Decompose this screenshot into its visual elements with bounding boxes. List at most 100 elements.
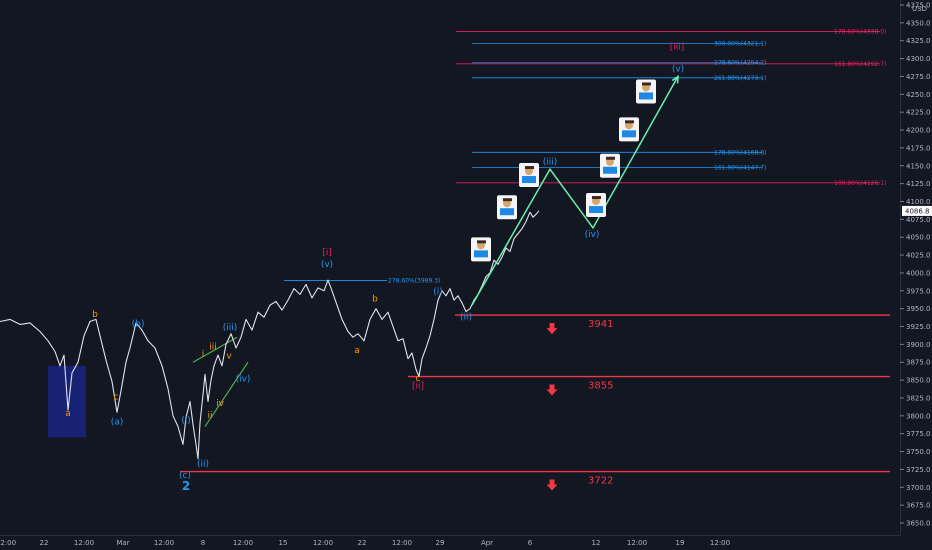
wave-label: (iii) (223, 323, 238, 333)
price-axis: USD 3650.0 3675.0 3700.0 3725.0 3750.0 3775.0 3… (900, 0, 932, 550)
wave-label: v (226, 352, 232, 362)
y-tick-label: 3875.0 (906, 359, 931, 367)
y-tick-label: 4350.0 (906, 19, 931, 27)
wave-label: (i) (433, 287, 443, 297)
bull-sticker-icon (619, 117, 639, 142)
fib-level-label: 161.80%(4292.7) (834, 61, 886, 68)
x-tick-label: 22 (358, 539, 367, 547)
y-tick-label: 3950.0 (906, 305, 931, 313)
y-tick-label: 4200.0 (906, 127, 931, 135)
last-price-box (902, 205, 932, 216)
x-tick-label: 6 (528, 539, 533, 547)
fib-levels: 278.60%(3989.3) 100.00%(4126.1) 161.80%(41… (284, 28, 886, 285)
y-tick-label: 3700.0 (906, 484, 931, 492)
y-tick-label: 4300.0 (906, 55, 931, 63)
price-series (0, 210, 540, 460)
y-tick-label: 3900.0 (906, 341, 931, 349)
wave-label: iii (209, 342, 217, 352)
channel-line (192, 336, 238, 363)
sticker-hair (503, 198, 512, 202)
sticker-head (625, 121, 633, 130)
x-tick-label: 12 (592, 539, 601, 547)
y-tick-label: 3675.0 (906, 502, 931, 510)
wave-label: a (65, 409, 71, 419)
fib-level-label: 278.60%(4294.2) (714, 60, 766, 67)
wave-label: (iv) (236, 375, 251, 385)
sticker-hair (625, 120, 634, 124)
y-tick-label: 3775.0 (906, 430, 931, 438)
x-tick-label: 19 (676, 539, 685, 547)
bull-sticker-icon (600, 153, 620, 178)
y-tick-label: 4225.0 (906, 109, 931, 117)
y-tick-label: 4250.0 (906, 91, 931, 99)
wave-label: (a) (111, 417, 124, 427)
sticker-hair (477, 240, 486, 244)
y-tick-label: 3825.0 (906, 394, 931, 402)
wave-label: ii (207, 411, 212, 421)
sr-levels: 3941 3855 3722 (180, 314, 890, 491)
price-axis-bg (900, 0, 932, 550)
sr-level-label: 3722 (588, 476, 613, 487)
wave-label: [i] (322, 248, 332, 258)
y-tick-label: 3750.0 (906, 448, 931, 456)
time-axis: 12:00 22 12:00 Mar 12:00 8 12:00 15 12:00 22 12:00… (0, 535, 932, 550)
last-price-label: 4086.8 (905, 207, 930, 215)
fib-level-label: 178.60%(4168.8) (714, 149, 766, 156)
y-tick-label: 4125.0 (906, 180, 931, 188)
y-tick-label: 4100.0 (906, 198, 931, 206)
x-tick-label: Mar (116, 539, 129, 547)
fib-level-label: 178.60%(4338.0) (834, 28, 886, 35)
x-tick-label: 12:00 (627, 539, 647, 547)
sr-level-label: 3855 (588, 381, 613, 392)
y-tick-label: 3975.0 (906, 287, 931, 295)
bull-sticker-icon (519, 163, 539, 188)
y-tick-label: 3725.0 (906, 466, 931, 474)
y-tick-label: 3800.0 (906, 412, 931, 420)
y-tick-label: 3925.0 (906, 323, 931, 331)
sticker-body (639, 92, 653, 100)
x-tick-label: 8 (201, 539, 205, 547)
sticker-body (522, 176, 536, 184)
fib-level-label: 161.80%(4147.7) (714, 164, 766, 171)
sticker-hair (606, 156, 615, 160)
x-tick-label: 12:00 (154, 539, 174, 547)
fib-level-label: 300.00%(4321.1) (714, 41, 766, 48)
projection-arrowhead-icon (671, 74, 679, 84)
fib-level-label: 100.00%(4126.1) (834, 180, 886, 187)
y-tick-label: 4025.0 (906, 252, 931, 260)
y-tick-label: 3850.0 (906, 377, 931, 385)
down-arrow-icon (546, 384, 558, 396)
x-tick-label: 12:00 (313, 539, 333, 547)
bull-sticker-icon (586, 193, 606, 218)
plot-area (0, 0, 900, 535)
wave-label: [ii] (412, 382, 424, 392)
wave-label: (c) (179, 471, 191, 481)
x-tick-label: 29 (436, 539, 445, 547)
sticker-body (474, 250, 488, 258)
x-tick-label: Apr (481, 539, 493, 547)
x-tick-label: 12:00 (0, 539, 16, 547)
down-arrow-icon (546, 479, 558, 491)
down-arrow-icon (546, 323, 558, 335)
wave-label: (b) (132, 320, 145, 330)
wave-label: (v) (672, 64, 684, 74)
sticker-body (589, 206, 603, 214)
wave-label: iv (216, 399, 225, 409)
bull-sticker-icon (636, 79, 656, 104)
wave-label: (v) (321, 260, 333, 270)
wave-label: (ii) (197, 460, 209, 470)
wave-label: i (202, 350, 205, 360)
time-axis-bg (0, 535, 932, 550)
wave-label: (iii) (543, 157, 558, 167)
y-tick-label: 4000.0 (906, 269, 931, 277)
channel-line (204, 361, 249, 427)
wave-label: 2 (182, 479, 190, 493)
x-tick-label: 12:00 (710, 539, 730, 547)
sticker-body (603, 166, 617, 174)
fib-level-label: 261.80%(4273.1) (714, 75, 766, 82)
fib-level-label: 278.60%(3989.3) (388, 278, 440, 285)
sr-level-label: 3941 (588, 319, 613, 330)
wave-label: b (92, 310, 98, 320)
